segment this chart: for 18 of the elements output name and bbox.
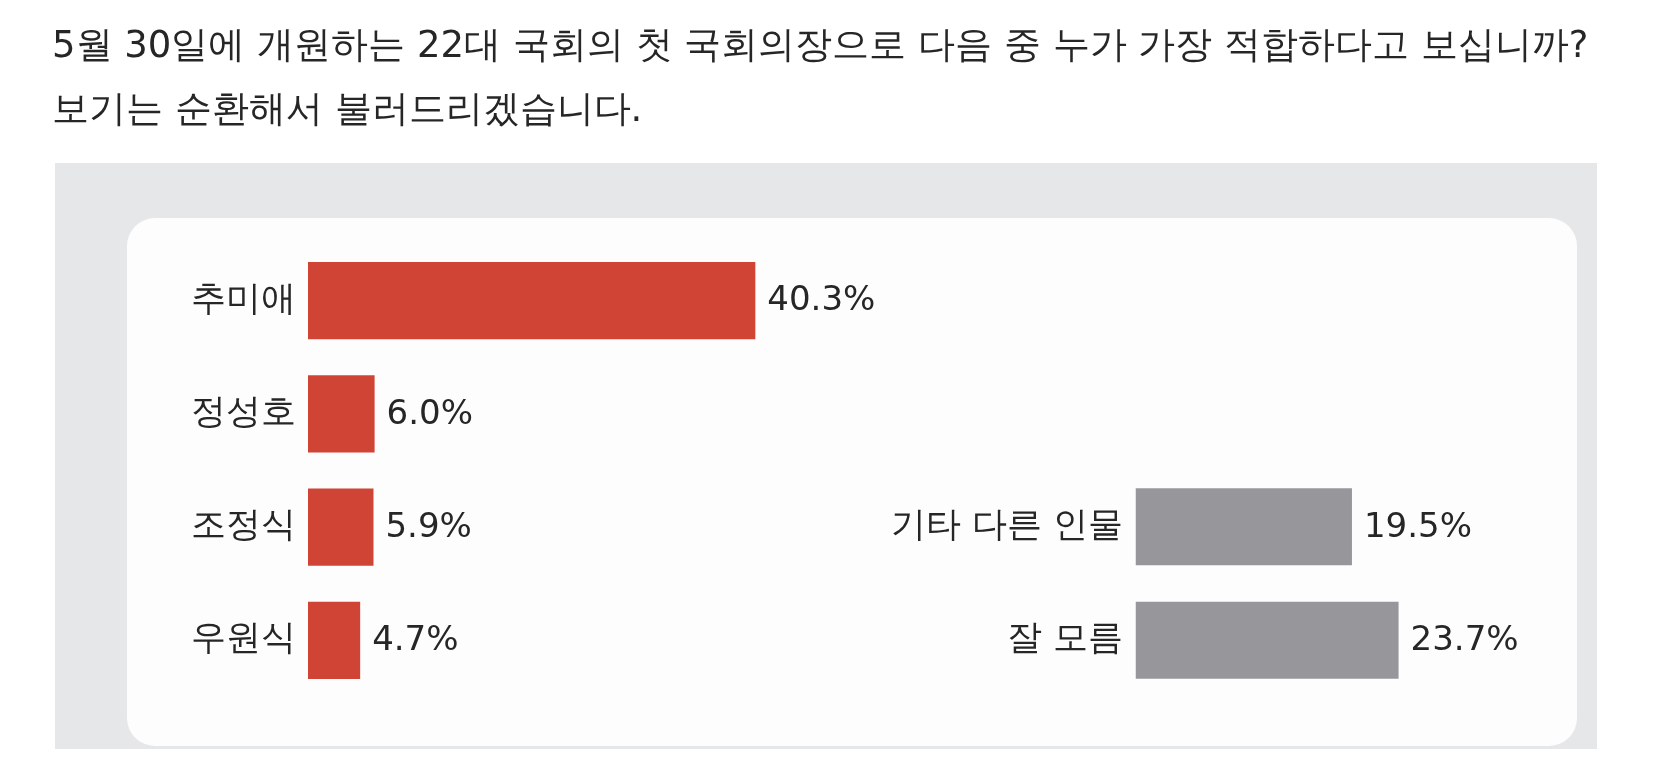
data-label: 23.7% [1410, 618, 1519, 659]
chart-title: 5월 30일에 개원하는 22대 국회의 첫 국회의장으로 다음 중 누가 가장 적합하다고 보십니까? [52, 23, 1589, 67]
data-label: 6.0% [386, 391, 473, 432]
y-tick-label: 기타 다른 인물 [891, 503, 1124, 544]
y-tick-label: 우원식 [191, 617, 296, 658]
data-label: 40.3% [767, 278, 876, 319]
bar [308, 375, 375, 453]
bar [308, 262, 756, 340]
data-label: 19.5% [1363, 504, 1472, 545]
bar [308, 601, 361, 679]
data-label: 5.9% [385, 504, 472, 545]
chart-subtitle: 보기는 순환해서 불러드리겠습니다. [52, 87, 643, 131]
bar [308, 488, 374, 566]
y-tick-label: 잘 모름 [1007, 617, 1124, 658]
data-label: 4.7% [372, 618, 459, 659]
y-tick-label: 조정식 [191, 504, 296, 545]
y-tick-label: 추미애 [191, 277, 296, 318]
y-tick-label: 정성호 [191, 390, 296, 431]
